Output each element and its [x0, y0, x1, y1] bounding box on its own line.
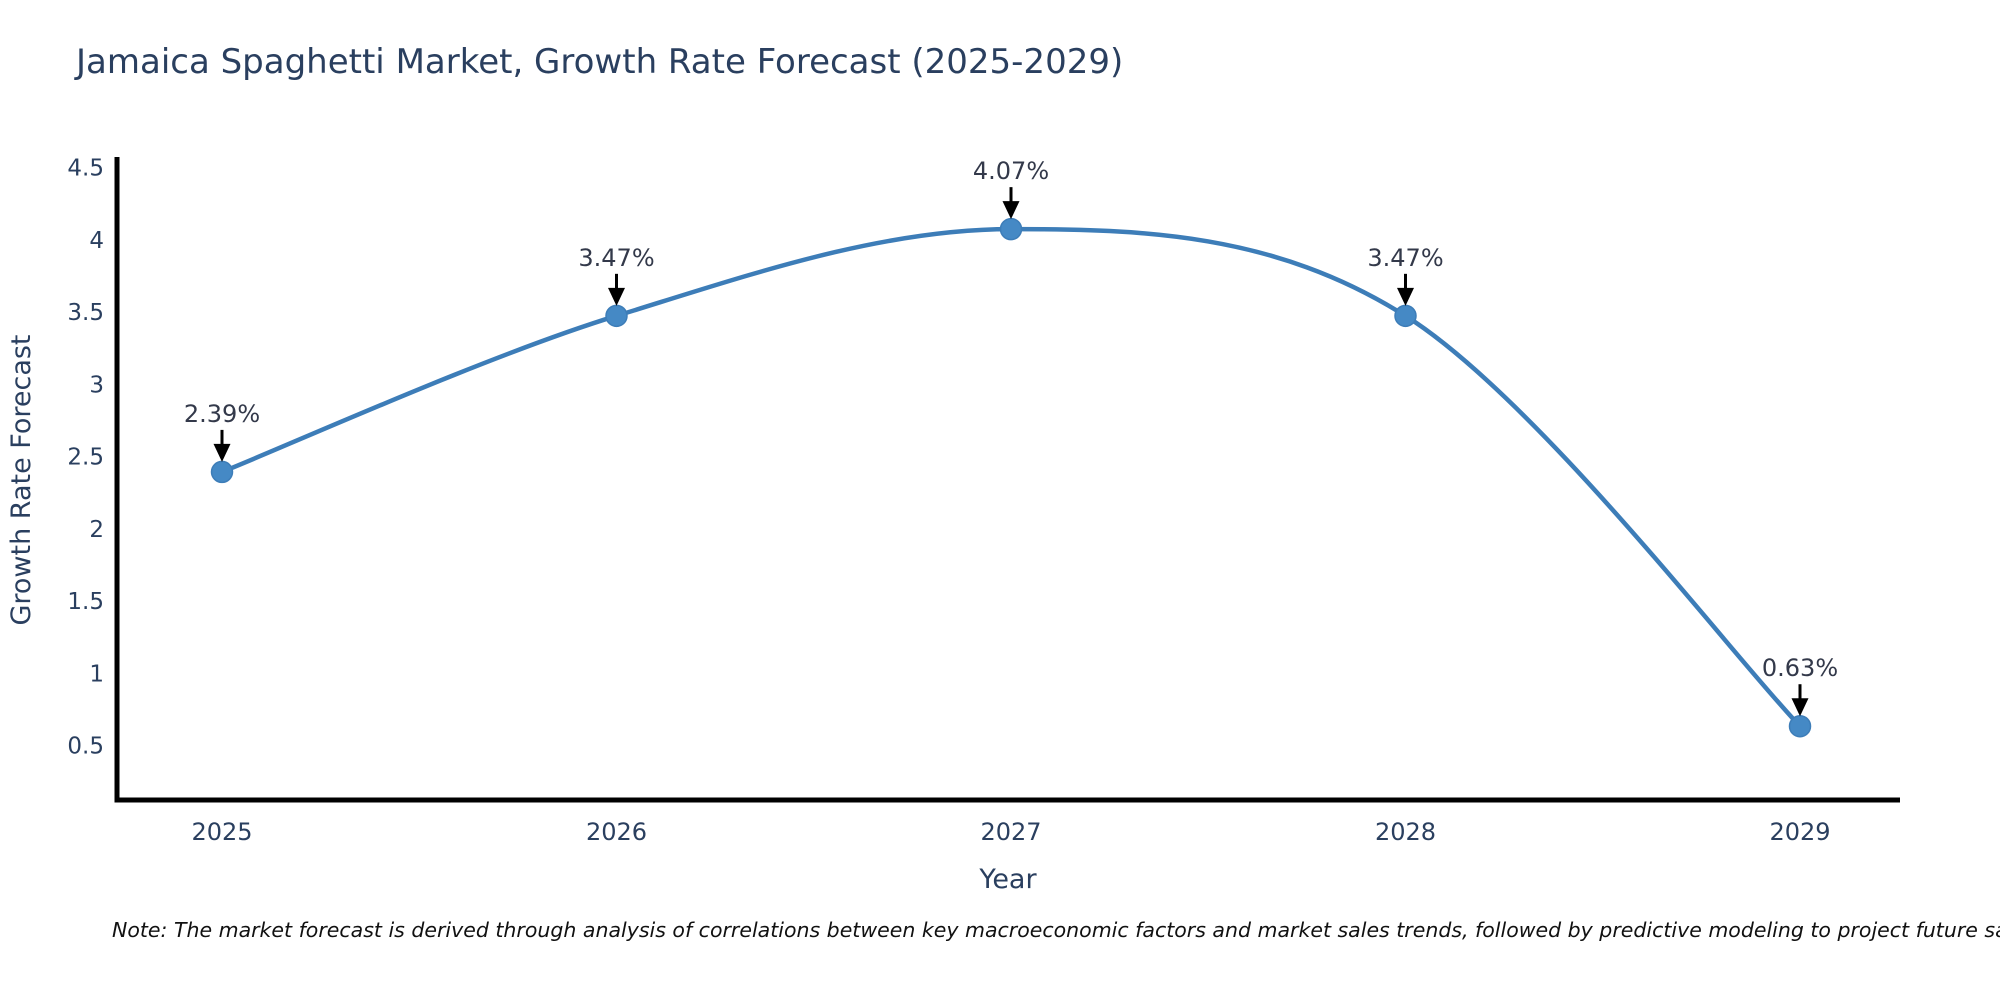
x-tick-label: 2026 — [586, 818, 647, 846]
data-point-marker — [210, 460, 234, 484]
x-tick-label: 2027 — [980, 818, 1041, 846]
point-annotation: 3.47% — [578, 244, 655, 306]
annotation-arrowhead-icon — [1002, 201, 1020, 220]
point-annotation-label: 4.07% — [973, 157, 1049, 185]
line-chart: 0.5 1 1.5 2 2.5 3 3.5 4 4.5 2025 2026 2027 2028 2029… — [6, 156, 1900, 895]
x-axis-title: Year — [978, 864, 1037, 895]
x-tick-label: 2028 — [1375, 818, 1436, 846]
data-point-marker — [1394, 304, 1417, 328]
y-axis-title: Growth Rate Forecast — [6, 334, 37, 625]
y-tick-label: 3 — [89, 372, 104, 398]
annotation-arrowhead-icon — [1397, 287, 1414, 306]
series-line — [219, 226, 1803, 729]
chart-title: Jamaica Spaghetti Market, Growth Rate Fo… — [76, 42, 1124, 82]
footnote: Note: The market forecast is derived thr… — [112, 918, 2000, 942]
annotation-arrowhead-icon — [213, 443, 231, 462]
y-tick-label: 1.5 — [67, 589, 104, 615]
point-annotation-label: 0.63% — [1762, 654, 1838, 682]
data-point-marker — [1788, 714, 1812, 738]
y-tick-label: 0.5 — [67, 734, 104, 760]
y-tick-label: 4 — [89, 228, 104, 254]
y-tick-label: 2 — [89, 517, 104, 543]
y-tick-label: 3.5 — [67, 300, 104, 326]
data-point-marker — [605, 304, 628, 328]
y-axis-ticks: 0.5 1 1.5 2 2.5 3 3.5 4 4.5 — [67, 156, 104, 760]
point-annotations: 2.39% 3.47% 4.07% 3.47% 0.63% — [184, 157, 1838, 717]
x-axis-ticks: 2025 2026 2027 2028 2029 — [191, 818, 1830, 846]
x-tick-label: 2025 — [191, 818, 252, 846]
y-tick-label: 4.5 — [67, 156, 104, 182]
data-markers — [210, 217, 1812, 738]
point-annotation-label: 2.39% — [184, 400, 260, 428]
point-annotation: 3.47% — [1367, 244, 1444, 306]
x-tick-label: 2029 — [1769, 818, 1830, 846]
annotation-arrowhead-icon — [1791, 698, 1809, 717]
y-tick-label: 2.5 — [67, 445, 104, 471]
point-annotation: 4.07% — [973, 157, 1049, 220]
data-point-marker — [999, 217, 1023, 241]
point-annotation-label: 3.47% — [578, 244, 654, 272]
point-annotation: 2.39% — [184, 400, 260, 462]
y-tick-label: 1 — [89, 661, 104, 687]
point-annotation-label: 3.47% — [1367, 244, 1443, 272]
point-annotation: 0.63% — [1762, 654, 1838, 717]
annotation-arrowhead-icon — [608, 287, 625, 306]
